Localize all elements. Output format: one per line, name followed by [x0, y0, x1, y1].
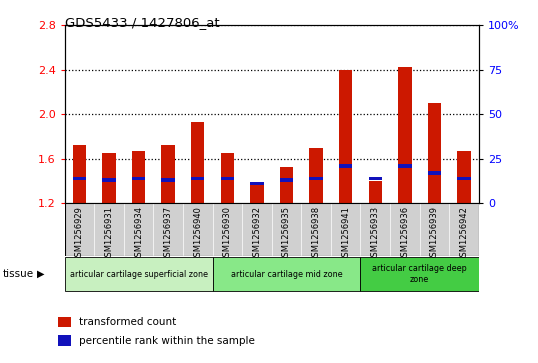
FancyBboxPatch shape: [65, 257, 213, 291]
Text: GSM1256932: GSM1256932: [252, 206, 261, 262]
Bar: [398, 164, 412, 168]
Bar: [339, 164, 352, 168]
Bar: [390, 203, 420, 256]
Bar: [250, 182, 264, 185]
Bar: [191, 177, 204, 180]
Text: tissue: tissue: [3, 269, 34, 279]
Bar: [309, 148, 323, 203]
Text: GSM1256929: GSM1256929: [75, 206, 84, 262]
Text: transformed count: transformed count: [79, 317, 176, 327]
Bar: [272, 203, 301, 256]
Bar: [369, 181, 382, 203]
Text: GSM1256930: GSM1256930: [223, 206, 232, 262]
Bar: [153, 203, 183, 256]
Text: articular cartilage mid zone: articular cartilage mid zone: [231, 270, 342, 278]
Bar: [280, 178, 293, 182]
Bar: [398, 66, 412, 203]
Text: GSM1256941: GSM1256941: [341, 206, 350, 262]
Bar: [360, 203, 390, 256]
Text: GSM1256939: GSM1256939: [430, 206, 439, 262]
Text: GSM1256933: GSM1256933: [371, 206, 380, 262]
Bar: [102, 153, 116, 203]
Bar: [124, 203, 153, 256]
Text: GSM1256934: GSM1256934: [134, 206, 143, 262]
Bar: [161, 146, 175, 203]
Bar: [428, 103, 441, 203]
Bar: [457, 177, 471, 180]
Bar: [94, 203, 124, 256]
Bar: [191, 122, 204, 203]
Text: percentile rank within the sample: percentile rank within the sample: [79, 336, 255, 346]
Bar: [73, 146, 86, 203]
Bar: [221, 177, 234, 180]
Text: GSM1256942: GSM1256942: [459, 206, 469, 262]
Bar: [309, 177, 323, 180]
Bar: [420, 203, 449, 256]
Bar: [242, 203, 272, 256]
FancyBboxPatch shape: [213, 257, 360, 291]
Bar: [457, 151, 471, 203]
Text: articular cartilage superficial zone: articular cartilage superficial zone: [69, 270, 208, 278]
Bar: [331, 203, 360, 256]
Bar: [339, 70, 352, 203]
Text: ▶: ▶: [37, 269, 44, 279]
Bar: [161, 178, 175, 182]
Bar: [250, 183, 264, 203]
Bar: [132, 177, 145, 180]
Bar: [221, 153, 234, 203]
Bar: [58, 335, 71, 346]
Bar: [132, 151, 145, 203]
Bar: [428, 171, 441, 175]
Text: GSM1256940: GSM1256940: [193, 206, 202, 262]
Bar: [58, 317, 71, 327]
Bar: [280, 167, 293, 203]
Bar: [65, 203, 94, 256]
FancyBboxPatch shape: [360, 257, 479, 291]
Text: GSM1256938: GSM1256938: [312, 206, 321, 262]
Bar: [73, 177, 86, 180]
Bar: [183, 203, 213, 256]
Bar: [102, 178, 116, 182]
Bar: [213, 203, 242, 256]
Bar: [449, 203, 479, 256]
Text: GSM1256937: GSM1256937: [164, 206, 173, 262]
Text: GSM1256931: GSM1256931: [104, 206, 114, 262]
Text: GSM1256936: GSM1256936: [400, 206, 409, 262]
Bar: [369, 177, 382, 180]
Text: GDS5433 / 1427806_at: GDS5433 / 1427806_at: [65, 16, 219, 29]
Bar: [301, 203, 331, 256]
Text: articular cartilage deep
zone: articular cartilage deep zone: [372, 264, 467, 284]
Text: GSM1256935: GSM1256935: [282, 206, 291, 262]
